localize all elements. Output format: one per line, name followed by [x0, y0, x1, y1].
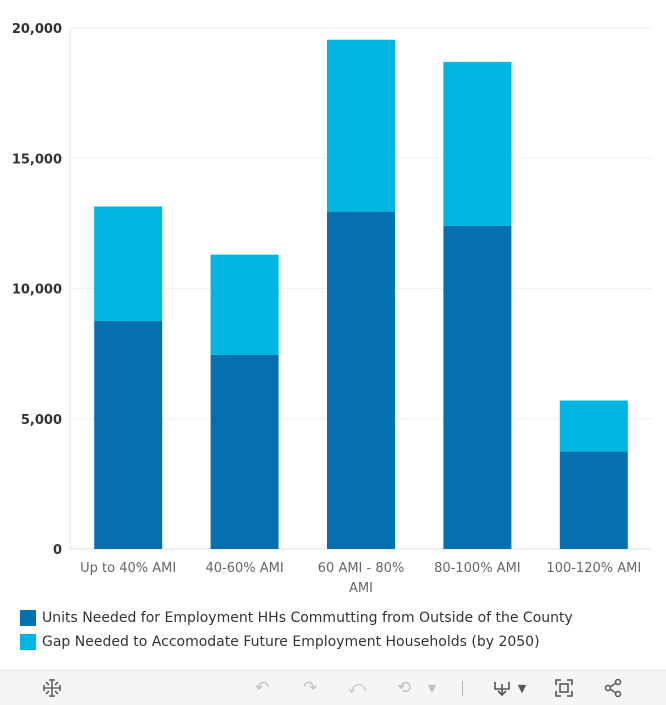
legend-label-units-needed: Units Needed for Employment HHs Commutti… — [42, 610, 573, 626]
undo-icon[interactable]: ↶ — [254, 678, 270, 698]
y-tick-label: 20,000 — [12, 22, 62, 37]
bar-segment-gap-needed-0[interactable] — [94, 206, 163, 322]
bar-segment-gap-needed-4[interactable] — [559, 400, 628, 452]
toolbar-separator — [462, 681, 463, 696]
bars — [94, 39, 628, 550]
tableau-logo-icon[interactable] — [40, 677, 64, 699]
bar-segment-units-needed-4[interactable] — [559, 451, 628, 549]
download-dropdown-icon[interactable]: ▼ — [517, 681, 527, 695]
bar-segment-units-needed-3[interactable] — [443, 225, 512, 550]
bar-segment-units-needed-1[interactable] — [210, 354, 279, 549]
legend-swatch-units-needed — [20, 610, 36, 626]
x-tick-label: 40-60% AMI — [205, 561, 283, 576]
revert-icon[interactable]: ⤺ — [347, 678, 367, 698]
bar-segment-gap-needed-1[interactable] — [210, 254, 279, 355]
legend-item-units-needed[interactable]: Units Needed for Employment HHs Commutti… — [20, 606, 573, 630]
y-tick-label: 15,000 — [12, 152, 62, 167]
legend: Units Needed for Employment HHs Commutti… — [20, 606, 573, 654]
x-tick-label: 60 AMI - 80% — [318, 561, 404, 576]
bar-segment-gap-needed-2[interactable] — [327, 39, 395, 212]
y-axis-tick-labels: 0 5,000 10,000 15,000 20,000 — [12, 22, 62, 558]
download-icon[interactable] — [490, 677, 514, 699]
viz-toolbar: ↶ ↷ ⤺ ⟲ ▼ ▼ — [0, 670, 666, 705]
pause-dropdown-icon[interactable]: ▼ — [427, 681, 437, 695]
y-tick-label: 10,000 — [12, 283, 62, 298]
refresh-icon[interactable]: ⟲ — [396, 678, 412, 698]
y-tick-label: 0 — [53, 543, 62, 558]
x-tick-label: 100-120% AMI — [546, 561, 641, 576]
x-axis-category-labels: Up to 40% AMI 40-60% AMI 60 AMI - 80% AMI 80… — [80, 561, 641, 596]
legend-label-gap-needed: Gap Needed to Accomodate Future Employme… — [42, 634, 540, 650]
bar-chart: 0 5,000 10,000 15,000 20,000 Up to 40% AMI 40… — [12, 22, 652, 596]
fullscreen-icon[interactable] — [552, 677, 576, 699]
legend-swatch-gap-needed — [20, 634, 36, 650]
legend-item-gap-needed[interactable]: Gap Needed to Accomodate Future Employme… — [20, 630, 573, 654]
x-tick-label: Up to 40% AMI — [80, 561, 176, 576]
x-tick-label: 80-100% AMI — [434, 561, 520, 576]
share-icon[interactable] — [601, 677, 625, 699]
redo-icon[interactable]: ↷ — [302, 678, 318, 698]
bar-segment-units-needed-0[interactable] — [94, 321, 163, 549]
bar-segment-gap-needed-3[interactable] — [443, 61, 512, 226]
bar-segment-units-needed-2[interactable] — [327, 211, 395, 549]
y-tick-label: 5,000 — [21, 413, 62, 428]
x-tick-label: AMI — [349, 581, 373, 596]
